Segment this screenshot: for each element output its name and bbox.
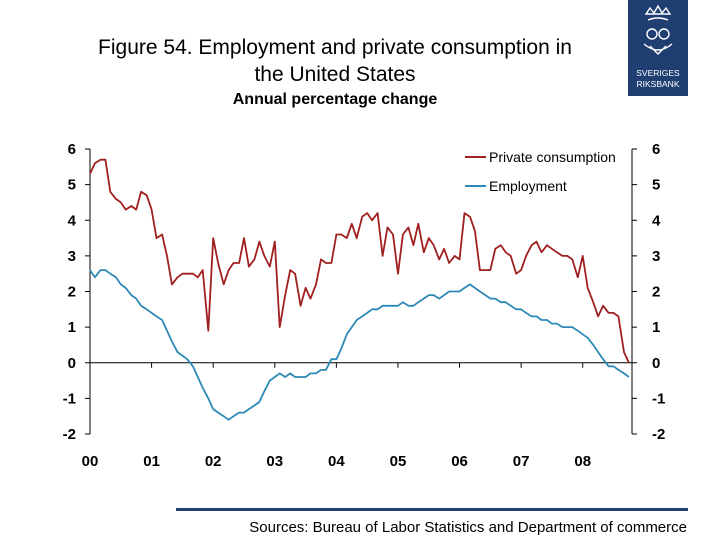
y-tick-label-right: 2 — [652, 284, 660, 301]
legend-label-employment: Employment — [489, 178, 567, 194]
source-note: Sources: Bureau of Labor Statistics and … — [249, 519, 687, 536]
series-line-employment — [89, 269, 630, 421]
y-tick-label-right: -1 — [652, 390, 665, 407]
x-tick-label: 05 — [390, 453, 407, 470]
chart-subtitle: Annual percentage change — [232, 91, 438, 108]
y-tick-label-left: 3 — [68, 248, 76, 265]
riksbank-logo: SVERIGES RIKSBANK — [628, 0, 688, 96]
chart-title: Figure 54. Employment and private consum… — [0, 34, 670, 88]
chart-series — [89, 158, 630, 421]
y-tick-label-right: 5 — [652, 177, 660, 194]
y-tick-label-left: 1 — [68, 319, 76, 336]
y-tick-label-left: 0 — [68, 355, 76, 372]
y-tick-label-left: 5 — [68, 177, 76, 194]
y-tick-label-left: 6 — [68, 141, 76, 158]
y-tick-label-right: -2 — [652, 426, 665, 443]
chart-legend: Private consumption Employment — [465, 149, 616, 194]
logo-background — [628, 0, 688, 96]
y-tick-label-right: 0 — [652, 355, 660, 372]
series-line-private-consumption — [89, 158, 630, 364]
x-tick-label: 04 — [328, 453, 345, 470]
x-tick-label: 02 — [205, 453, 222, 470]
x-tick-label: 06 — [451, 453, 468, 470]
title-line-1: Figure 54. Employment and private consum… — [98, 36, 572, 59]
chart-axes: 6 5 4 3 2 1 0 -1 -2 6 5 4 3 2 1 0 -1 -2 00 01 02 03 04 05 06 07 08 — [63, 141, 666, 470]
x-tick-label: 03 — [266, 453, 283, 470]
crown-emblem-icon — [643, 4, 673, 55]
footer-divider — [176, 508, 688, 511]
y-tick-label-right: 4 — [652, 212, 661, 229]
title-line-2: the United States — [254, 63, 416, 86]
logo-text-1: SVERIGES — [636, 68, 680, 78]
y-tick-label-right: 6 — [652, 141, 660, 158]
x-tick-label: 01 — [143, 453, 160, 470]
y-tick-label-left: -1 — [63, 390, 76, 407]
y-tick-label-left: -2 — [63, 426, 76, 443]
y-tick-label-right: 1 — [652, 319, 660, 336]
logo-text-2: RIKSBANK — [637, 79, 680, 89]
x-tick-label: 08 — [574, 453, 591, 470]
y-tick-label-right: 3 — [652, 248, 660, 265]
y-tick-label-left: 2 — [68, 284, 76, 301]
legend-label-private-consumption: Private consumption — [489, 149, 616, 165]
y-tick-label-left: 4 — [68, 212, 77, 229]
x-tick-label: 00 — [82, 453, 99, 470]
x-tick-label: 07 — [513, 453, 530, 470]
